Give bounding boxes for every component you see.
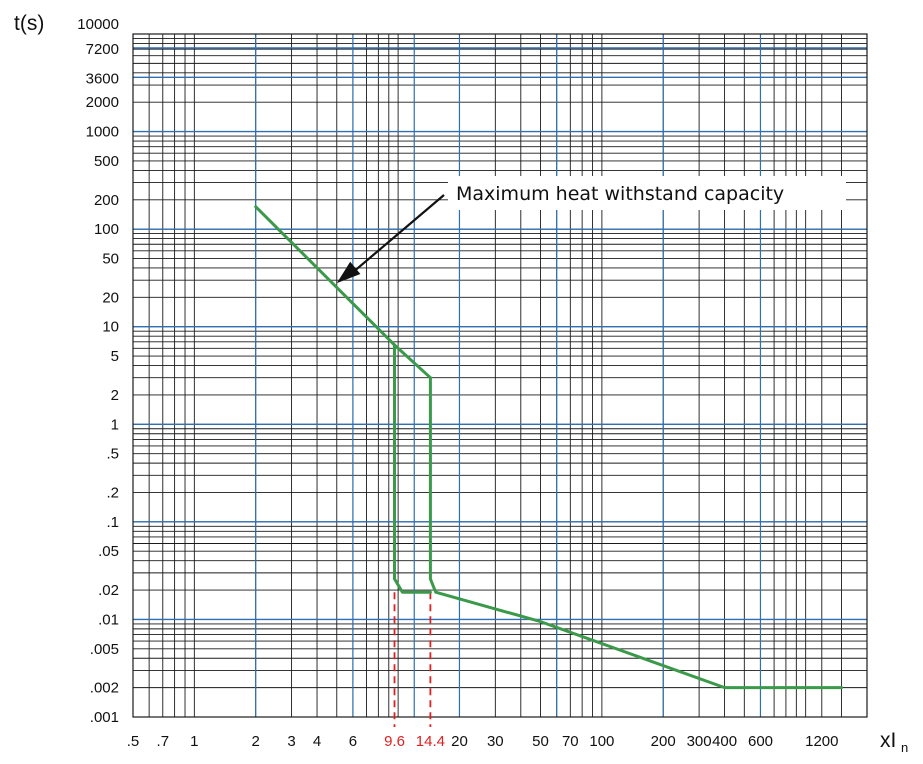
- y-tick-label: .02: [98, 582, 119, 599]
- x-tick-label: 50: [532, 733, 549, 750]
- major-grid: [132, 33, 868, 718]
- y-tick-label: .1: [106, 514, 119, 531]
- y-tick-label: .2: [106, 485, 119, 502]
- x-tick-label: 4: [313, 733, 321, 750]
- x-tick-label: 600: [748, 733, 773, 750]
- x-tick-label: 100: [589, 733, 614, 750]
- y-tick-label: .001: [90, 709, 119, 726]
- x-tick-label: .7: [157, 733, 170, 750]
- x-tick-label: 20: [451, 733, 468, 750]
- x-tick-label: 6: [349, 733, 357, 750]
- annotation-text: Maximum heat withstand capacity: [456, 183, 784, 205]
- y-tick-label: 20: [102, 289, 119, 306]
- y-axis-title: t(s): [14, 12, 44, 35]
- x-tick-label: 70: [562, 733, 579, 750]
- y-tick-label: 10000: [77, 16, 119, 33]
- y-tick-label: 1: [111, 416, 119, 433]
- x-tick-label: 3: [287, 733, 295, 750]
- y-tick-label: 100: [94, 221, 119, 238]
- curve-segment: [254, 205, 396, 347]
- reference-lines: [393, 592, 432, 727]
- curve-segment: [393, 343, 432, 594]
- plot-frame: [132, 33, 868, 718]
- annotation-box: [448, 176, 846, 210]
- y-tick-label: .01: [98, 611, 119, 628]
- y-tick-label: .005: [90, 641, 119, 658]
- y-tick-label: 500: [94, 153, 119, 170]
- y-tick-label: .05: [98, 543, 119, 560]
- y-tick-label: 7200: [86, 41, 119, 58]
- curve-segment: [393, 343, 432, 380]
- x-tick-label: 2: [252, 733, 260, 750]
- curve-layer: [254, 205, 843, 690]
- y-tick-label: 50: [102, 251, 119, 268]
- x-axis-title: xI: [880, 729, 896, 752]
- x-tick-label: .5: [127, 733, 140, 750]
- x-tick-label: 1: [190, 733, 198, 750]
- y-tick-labels: 10000 7200 3600 2000 1000 500 200 100 50 20 10 5 2 1.…: [77, 16, 119, 726]
- y-tick-label: 2: [111, 387, 119, 404]
- y-tick-label: 2000: [86, 94, 119, 111]
- x-tick-label: 300: [687, 733, 712, 750]
- x-tick-labels: .5 .7 1 2 3 4 6 9.6 14.4 20 30 50 70 100 200 300 400 600 1…: [127, 733, 839, 750]
- annotation-arrow-line: [350, 194, 445, 275]
- annotation-arrowhead: [336, 261, 361, 284]
- x-tick-label: 1200: [805, 733, 838, 750]
- y-tick-label: .002: [90, 680, 119, 697]
- y-tick-label: .5: [106, 446, 119, 463]
- y-tick-label: 3600: [86, 70, 119, 87]
- y-tick-label: 1000: [86, 124, 119, 141]
- x-tick-label: 200: [651, 733, 676, 750]
- y-tick-label: 200: [94, 192, 119, 209]
- annotation-layer: Maximum heat withstand capacity: [336, 176, 846, 284]
- y-tick-label: 10: [102, 319, 119, 336]
- minor-grid: [132, 33, 868, 718]
- y-tick-label: 5: [111, 348, 119, 365]
- curve-segment: [428, 376, 843, 690]
- x-tick-label: 400: [712, 733, 737, 750]
- x-tick-label: 9.6: [384, 733, 405, 750]
- x-tick-label: 14.4: [416, 733, 445, 750]
- x-tick-label: 30: [487, 733, 504, 750]
- x-axis-title-subscript: n: [901, 740, 908, 755]
